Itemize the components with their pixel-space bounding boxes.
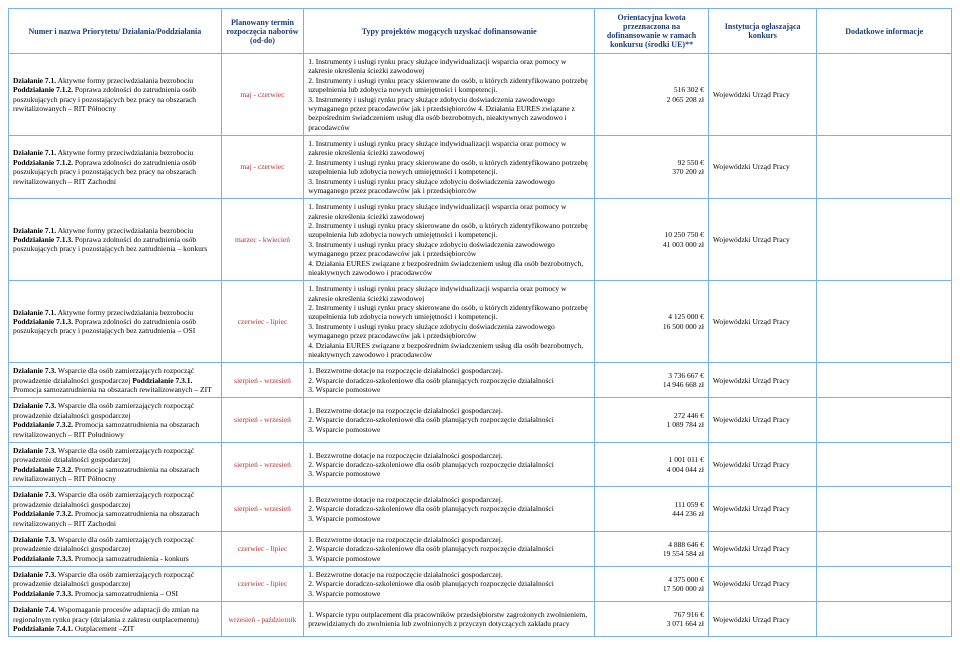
table-row: Działanie 7.1. Aktywne formy przeciwdzia… — [9, 54, 952, 136]
funding-table: Numer i nazwa Priorytetu/ Działania/Podd… — [8, 8, 952, 637]
row-amount: 4 125 000 € 16 500 000 zł — [595, 281, 709, 363]
row-amount: 516 302 € 2 065 208 zł — [595, 54, 709, 136]
row-amount: 10 250 750 € 41 003 000 zł — [595, 199, 709, 281]
row-types: 1. Bezzwrotne dotacje na rozpoczęcie dzi… — [304, 531, 595, 566]
table-row: Działanie 7.1. Aktywne formy przeciwdzia… — [9, 199, 952, 281]
col-term: Planowany termin rozpoczęcia naborów (od… — [221, 9, 303, 54]
row-extra — [817, 567, 952, 602]
row-extra — [817, 136, 952, 199]
table-row: Działanie 7.3. Wsparcie dla osób zamierz… — [9, 398, 952, 443]
col-name: Numer i nazwa Priorytetu/ Działania/Podd… — [9, 9, 222, 54]
table-row: Działanie 7.1. Aktywne formy przeciwdzia… — [9, 281, 952, 363]
row-name: Działanie 7.1. Aktywne formy przeciwdzia… — [9, 136, 222, 199]
table-row: Działanie 7.3. Wsparcie dla osób zamierz… — [9, 567, 952, 602]
table-row: Działanie 7.4. Wspomaganie procesów adap… — [9, 602, 952, 637]
row-term: maj - czerwiec — [221, 136, 303, 199]
row-term: czerwiec - lipiec — [221, 281, 303, 363]
row-term: sierpień - wrzesień — [221, 442, 303, 487]
row-amount: 1 001 011 € 4 004 044 zł — [595, 442, 709, 487]
col-institution: Instytucja ogłaszająca konkurs — [708, 9, 816, 54]
col-amount: Orientacyjna kwota przeznaczona na dofin… — [595, 9, 709, 54]
row-term: sierpień - wrzesień — [221, 363, 303, 398]
row-amount: 272 446 € 1 089 784 zł — [595, 398, 709, 443]
row-types: 1. Bezzwrotne dotacje na rozpoczęcie dzi… — [304, 442, 595, 487]
row-amount: 4 375 000 € 17 500 000 zł — [595, 567, 709, 602]
row-extra — [817, 487, 952, 532]
row-term: wrzesień - październik — [221, 602, 303, 637]
table-row: Działanie 7.3. Wsparcie dla osób zamierz… — [9, 363, 952, 398]
row-types: 1. Instrumenty i usługi rynku pracy służ… — [304, 54, 595, 136]
row-types: 1. Bezzwrotne dotacje na rozpoczęcie dzi… — [304, 567, 595, 602]
row-term: czerwiec - lipiec — [221, 531, 303, 566]
row-name: Działanie 7.4. Wspomaganie procesów adap… — [9, 602, 222, 637]
row-institution: Wojewódzki Urząd Pracy — [708, 54, 816, 136]
row-types: 1. Instrumenty i usługi rynku pracy służ… — [304, 199, 595, 281]
table-row: Działanie 7.3. Wsparcie dla osób zamierz… — [9, 531, 952, 566]
row-name: Działanie 7.3. Wsparcie dla osób zamierz… — [9, 487, 222, 532]
row-term: czerwiec - lipiec — [221, 567, 303, 602]
row-extra — [817, 199, 952, 281]
row-amount: 111 059 € 444 236 zł — [595, 487, 709, 532]
row-institution: Wojewódzki Urząd Pracy — [708, 363, 816, 398]
row-institution: Wojewódzki Urząd Pracy — [708, 281, 816, 363]
row-name: Działanie 7.3. Wsparcie dla osób zamierz… — [9, 398, 222, 443]
row-term: sierpień - wrzesień — [221, 487, 303, 532]
row-extra — [817, 363, 952, 398]
row-institution: Wojewódzki Urząd Pracy — [708, 398, 816, 443]
row-name: Działanie 7.3. Wsparcie dla osób zamierz… — [9, 363, 222, 398]
row-institution: Wojewódzki Urząd Pracy — [708, 567, 816, 602]
row-amount: 3 736 667 € 14 946 668 zł — [595, 363, 709, 398]
row-name: Działanie 7.1. Aktywne formy przeciwdzia… — [9, 199, 222, 281]
row-amount: 4 888 646 € 19 554 584 zł — [595, 531, 709, 566]
row-types: 1. Instrumenty i usługi rynku pracy służ… — [304, 281, 595, 363]
row-name: Działanie 7.1. Aktywne formy przeciwdzia… — [9, 281, 222, 363]
row-term: sierpień - wrzesień — [221, 398, 303, 443]
row-amount: 92 550 € 370 200 zł — [595, 136, 709, 199]
row-institution: Wojewódzki Urząd Pracy — [708, 602, 816, 637]
col-types: Typy projektów mogących uzyskać dofinans… — [304, 9, 595, 54]
row-types: 1. Wsparcie typu outplacement dla pracow… — [304, 602, 595, 637]
row-institution: Wojewódzki Urząd Pracy — [708, 487, 816, 532]
table-row: Działanie 7.1. Aktywne formy przeciwdzia… — [9, 136, 952, 199]
row-term: maj - czerwiec — [221, 54, 303, 136]
row-institution: Wojewódzki Urząd Pracy — [708, 442, 816, 487]
row-institution: Wojewódzki Urząd Pracy — [708, 199, 816, 281]
row-types: 1. Bezzwrotne dotacje na rozpoczęcie dzi… — [304, 487, 595, 532]
col-extra: Dodatkowe informacje — [817, 9, 952, 54]
row-name: Działanie 7.3. Wsparcie dla osób zamierz… — [9, 567, 222, 602]
row-name: Działanie 7.3. Wsparcie dla osób zamierz… — [9, 531, 222, 566]
row-institution: Wojewódzki Urząd Pracy — [708, 531, 816, 566]
row-term: marzec - kwiecień — [221, 199, 303, 281]
row-extra — [817, 54, 952, 136]
row-types: 1. Instrumenty i usługi rynku pracy służ… — [304, 136, 595, 199]
row-extra — [817, 442, 952, 487]
table-row: Działanie 7.3. Wsparcie dla osób zamierz… — [9, 487, 952, 532]
row-extra — [817, 531, 952, 566]
header-row: Numer i nazwa Priorytetu/ Działania/Podd… — [9, 9, 952, 54]
row-extra — [817, 281, 952, 363]
row-types: 1. Bezzwrotne dotacje na rozpoczęcie dzi… — [304, 363, 595, 398]
row-extra — [817, 398, 952, 443]
row-name: Działanie 7.3. Wsparcie dla osób zamierz… — [9, 442, 222, 487]
table-row: Działanie 7.3. Wsparcie dla osób zamierz… — [9, 442, 952, 487]
row-amount: 767 916 € 3 071 664 zł — [595, 602, 709, 637]
row-institution: Wojewódzki Urząd Pracy — [708, 136, 816, 199]
row-name: Działanie 7.1. Aktywne formy przeciwdzia… — [9, 54, 222, 136]
row-types: 1. Bezzwrotne dotacje na rozpoczęcie dzi… — [304, 398, 595, 443]
row-extra — [817, 602, 952, 637]
